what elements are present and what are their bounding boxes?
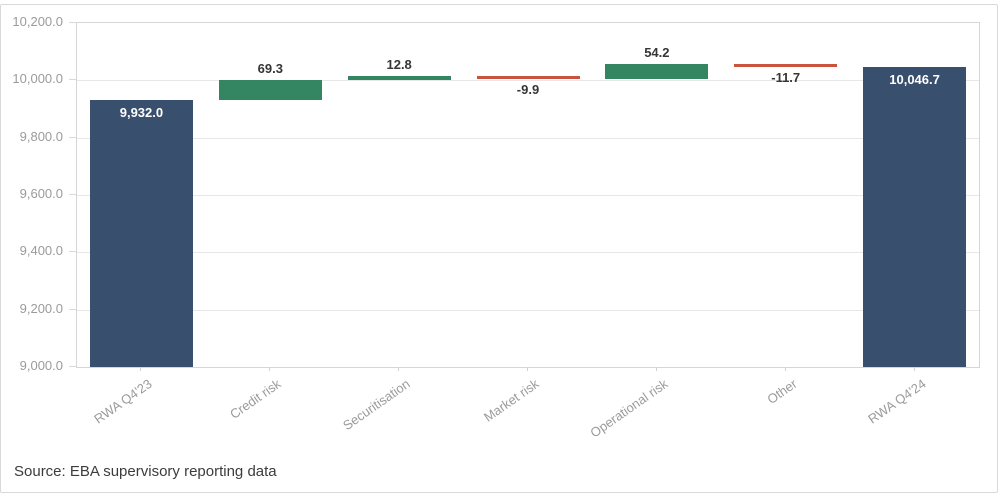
gridline — [77, 195, 979, 196]
y-axis-tick-label: 9,400.0 — [19, 243, 63, 259]
bar-market-risk[interactable] — [476, 76, 580, 80]
y-axis-tick — [69, 136, 76, 138]
y-axis-tick — [69, 194, 76, 195]
y-axis-tick — [69, 79, 76, 81]
y-axis-tick-label: 10,200.0 — [12, 14, 63, 29]
x-axis-category-label: Securitisation — [340, 376, 413, 434]
source-note: Source: EBA supervisory reporting data — [14, 463, 277, 480]
bar-value-label: -9.9 — [516, 82, 540, 98]
x-axis-tick — [784, 367, 786, 371]
gridline — [77, 252, 979, 254]
bar-operational-risk[interactable] — [605, 63, 709, 80]
y-axis-tick — [69, 366, 76, 367]
bar-value-label: 69.3 — [257, 60, 283, 76]
gridline — [77, 309, 979, 311]
bar-value-label: -11.7 — [771, 69, 801, 85]
y-axis-tick-label: 9,200.0 — [19, 300, 63, 316]
bar-rwa-q4-23[interactable] — [89, 99, 193, 367]
x-axis-tick — [269, 367, 271, 371]
bar-value-label: 10,046.7 — [889, 71, 940, 87]
y-axis-tick-label: 9,800.0 — [19, 128, 63, 144]
y-axis-tick-label: 9,600.0 — [19, 186, 63, 201]
x-axis-tick — [527, 367, 528, 371]
plot-area: 9,932.0 69.3 12.8 -9.9 54.2 -11.7 10,046.7 — [76, 22, 980, 368]
gridline — [77, 137, 979, 139]
bar-credit-risk[interactable] — [218, 79, 322, 100]
x-axis-category-label: RWA Q4'24 — [864, 376, 929, 427]
bar-rwa-q4-24[interactable] — [863, 66, 967, 367]
x-axis-tick — [655, 367, 657, 371]
bar-value-label: 54.2 — [644, 44, 670, 60]
x-axis-tick — [913, 367, 915, 371]
bar-value-label: 9,932.0 — [119, 104, 164, 120]
x-axis-tick — [140, 367, 142, 371]
x-axis-category-label: Operational risk — [587, 376, 671, 441]
y-axis-tick — [69, 308, 76, 310]
gridline — [77, 80, 979, 82]
x-axis-tick — [398, 367, 400, 371]
bar-securitisation[interactable] — [347, 76, 451, 80]
y-axis-tick-label: 9,000.0 — [19, 358, 63, 373]
x-axis-category-label: Other — [764, 376, 800, 407]
bar-other[interactable] — [734, 63, 838, 67]
x-axis-category-label: Market risk — [480, 376, 542, 425]
y-axis-tick — [69, 22, 76, 23]
chart-card: 9,932.0 69.3 12.8 -9.9 54.2 -11.7 10,046.7 Sou… — [0, 4, 998, 493]
bar-value-label: 12.8 — [386, 57, 412, 73]
y-axis-tick — [69, 251, 76, 253]
y-axis-tick-label: 10,000.0 — [12, 71, 63, 87]
